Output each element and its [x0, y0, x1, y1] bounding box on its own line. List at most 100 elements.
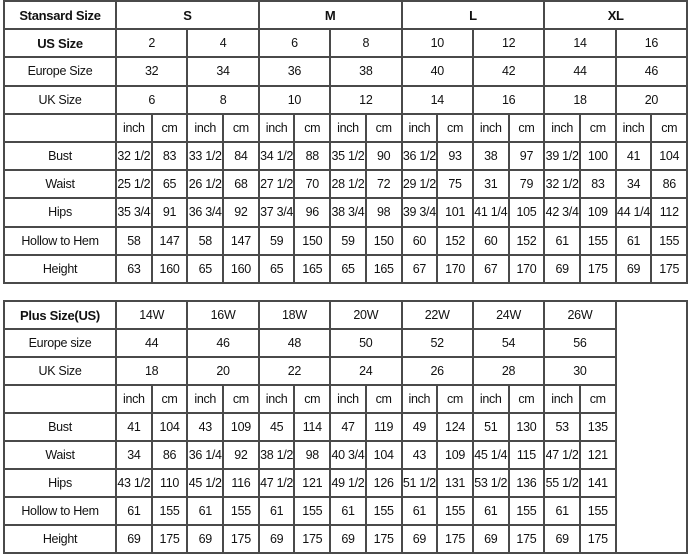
- measurement-value: 49 1/2: [329, 468, 367, 498]
- measurement-value: 155: [150, 496, 189, 526]
- size-value: 18: [114, 356, 189, 386]
- standard-size-table: Stansard Size S M L XL US Size 2 4 6 8 10 12 14 16 Eur…: [3, 0, 689, 284]
- measurement-value: 175: [436, 524, 474, 554]
- measurement-value: 51 1/2: [400, 468, 439, 498]
- measurement-value: 45: [257, 412, 296, 442]
- uk-size-row: UK Size 18 20 22 24 26 28 30: [3, 356, 687, 386]
- unit-label: inch: [400, 384, 439, 414]
- measurement-value: 155: [222, 496, 260, 526]
- measurement-value: 39 3/4: [400, 197, 439, 228]
- unit-label: inch: [257, 384, 296, 414]
- measurement-value: 135: [578, 412, 617, 442]
- measurement-value: 47: [329, 412, 367, 442]
- size-value: 18: [543, 84, 617, 115]
- row-label: Bust: [3, 140, 117, 172]
- size-value: 46: [186, 328, 260, 358]
- measurement-value: 155: [578, 496, 617, 526]
- measurement-value: 112: [650, 197, 689, 228]
- measurement-value: 45 1/4: [471, 440, 510, 470]
- measurement-value: 109: [222, 412, 260, 442]
- measurement-value: 51: [471, 412, 510, 442]
- unit-label: cm: [507, 112, 546, 143]
- measurement-value: 37 3/4: [257, 197, 296, 228]
- units-blank: [3, 112, 117, 143]
- size-group-m: M: [257, 0, 403, 31]
- row-label: Europe size: [3, 328, 117, 358]
- measurement-value: 88: [293, 140, 332, 172]
- measurement-value: 86: [150, 440, 189, 470]
- measurement-value: 38: [471, 140, 510, 172]
- size-value: 30: [543, 356, 617, 386]
- measurement-value: 170: [507, 253, 546, 284]
- size-value: 44: [543, 56, 617, 87]
- unit-label: inch: [329, 384, 367, 414]
- measurement-value: 121: [293, 468, 332, 498]
- measurement-value: 42 3/4: [543, 197, 581, 228]
- measurement-value: 109: [579, 197, 617, 228]
- unit-label: cm: [436, 384, 474, 414]
- size-value: 54: [471, 328, 546, 358]
- unit-label: inch: [471, 112, 510, 143]
- measurement-value: 59: [329, 225, 367, 256]
- row-label: UK Size: [3, 84, 117, 115]
- measurement-value: 43: [400, 440, 439, 470]
- measurement-value: 69: [329, 524, 367, 554]
- plus-size-value: 14W: [114, 300, 189, 330]
- us-size-row: US Size 2 4 6 8 10 12 14 16: [3, 28, 689, 59]
- measurement-value: 121: [578, 440, 617, 470]
- unit-label: cm: [293, 384, 332, 414]
- row-label: Europe Size: [3, 56, 117, 87]
- size-value: 56: [543, 328, 617, 358]
- measurement-value: 32 1/2: [543, 169, 581, 200]
- measurement-value: 147: [150, 225, 189, 256]
- plus-size-value: 24W: [471, 300, 546, 330]
- measurement-value: 36 3/4: [186, 197, 225, 228]
- measurement-value: 38 3/4: [329, 197, 367, 228]
- measurement-value: 83: [150, 140, 189, 172]
- measurement-value: 69: [115, 524, 153, 554]
- unit-label: inch: [257, 112, 296, 143]
- measurement-value: 53: [543, 412, 581, 442]
- header-row: Plus Size(US) 14W 16W 18W 20W 22W 24W 26W: [3, 300, 688, 554]
- measurement-value: 104: [650, 140, 689, 172]
- size-value: 22: [257, 356, 332, 386]
- measurement-value: 36 1/4: [186, 440, 225, 470]
- measurement-value: 155: [364, 496, 403, 526]
- measurement-value: 31: [471, 169, 510, 200]
- measurement-value: 115: [507, 440, 546, 470]
- measurement-value: 79: [507, 169, 546, 200]
- size-value: 2: [114, 28, 189, 59]
- measurement-value: 65: [329, 253, 367, 284]
- measurement-row: Waist 34 86 36 1/4 92 38 1/2 98 40 3/4 104 43 109 4…: [3, 440, 687, 470]
- plus-size-value: 18W: [257, 300, 332, 330]
- measurement-value: 61: [614, 225, 653, 256]
- measurement-value: 69: [614, 253, 653, 284]
- measurement-value: 69: [400, 524, 439, 554]
- row-label: Waist: [3, 169, 117, 200]
- empty-column: [614, 300, 688, 554]
- size-group-l: L: [400, 0, 546, 31]
- measurement-value: 38 1/2: [257, 440, 296, 470]
- measurement-value: 136: [507, 468, 546, 498]
- measurement-row: Hollow to Hem 58 147 58 147 59 150 59 150 60 152 60…: [3, 225, 689, 256]
- size-value: 10: [400, 28, 474, 59]
- measurement-value: 175: [364, 524, 403, 554]
- measurement-value: 53 1/2: [471, 468, 510, 498]
- size-value: 12: [471, 28, 546, 59]
- size-value: 24: [329, 356, 403, 386]
- unit-label: cm: [150, 384, 189, 414]
- measurement-value: 61: [329, 496, 367, 526]
- row-label: Hips: [3, 197, 117, 228]
- measurement-value: 93: [436, 140, 474, 172]
- measurement-value: 150: [364, 225, 403, 256]
- unit-label: cm: [579, 112, 617, 143]
- size-value: 8: [186, 84, 260, 115]
- size-value: 32: [114, 56, 189, 87]
- size-group-s: S: [115, 0, 260, 31]
- measurement-row: Bust 32 1/2 83 33 1/2 84 34 1/2 88 35 1/2 90 36 1…: [3, 140, 689, 172]
- measurement-value: 47 1/2: [257, 468, 296, 498]
- measurement-value: 92: [222, 440, 260, 470]
- measurement-row: Height 69 175 69 175 69 175 69 175 69 175 69 175 69 17…: [3, 524, 687, 554]
- measurement-value: 29 1/2: [400, 169, 439, 200]
- measurement-value: 36 1/2: [400, 140, 439, 172]
